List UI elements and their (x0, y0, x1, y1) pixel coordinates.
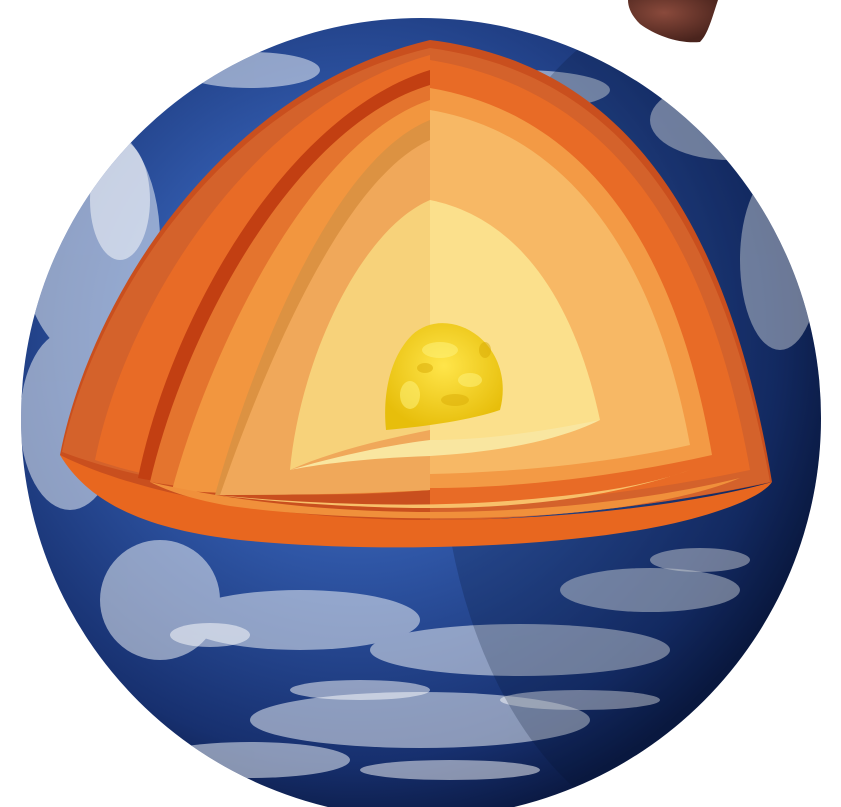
moon-shape (628, 0, 718, 43)
inner-core (385, 323, 503, 430)
